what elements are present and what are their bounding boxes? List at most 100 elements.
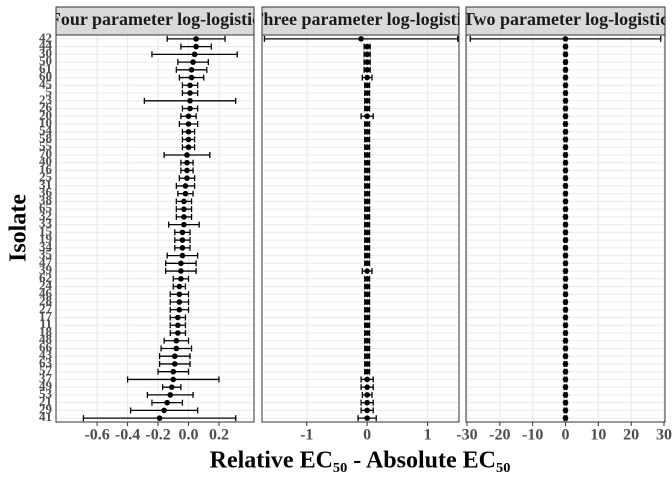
point xyxy=(185,113,192,120)
y-tick-label: 11 xyxy=(40,316,52,331)
y-tick-label: 57 xyxy=(39,363,53,378)
point xyxy=(164,399,170,406)
point xyxy=(562,260,569,267)
point xyxy=(562,229,569,236)
y-tick-label: 19 xyxy=(39,231,53,246)
point xyxy=(562,113,569,120)
point xyxy=(179,229,186,236)
point xyxy=(364,252,370,259)
point xyxy=(175,314,181,321)
point xyxy=(364,229,370,236)
y-tick-label: 53 xyxy=(39,386,53,401)
point xyxy=(364,136,370,143)
point xyxy=(364,384,370,390)
point xyxy=(562,206,569,212)
point xyxy=(364,415,370,421)
point xyxy=(184,175,190,181)
point xyxy=(562,183,569,189)
point xyxy=(182,183,189,189)
point xyxy=(175,330,181,336)
point xyxy=(562,237,569,243)
point xyxy=(178,268,184,274)
point xyxy=(364,399,370,406)
panel-background xyxy=(262,35,459,422)
point xyxy=(193,43,199,50)
point xyxy=(364,376,370,383)
point xyxy=(562,268,569,274)
y-tick-label: 21 xyxy=(39,394,52,409)
y-tick-label: 42 xyxy=(39,30,52,45)
y-tick-label: 32 xyxy=(39,208,52,223)
y-tick-label: 20 xyxy=(39,107,52,122)
y-tick-label: 17 xyxy=(39,308,53,323)
point xyxy=(176,283,183,290)
y-tick-label: 58 xyxy=(39,130,53,145)
y-tick-label: 47 xyxy=(39,254,53,269)
y-tick-label: 36 xyxy=(39,185,53,200)
point xyxy=(187,97,193,104)
point xyxy=(364,314,370,321)
y-tick-label: 43 xyxy=(39,347,53,362)
point xyxy=(562,190,569,197)
point xyxy=(185,128,192,135)
panel-title: Four parameter log-logistic xyxy=(50,9,260,29)
point xyxy=(364,237,370,243)
point xyxy=(364,67,370,73)
point xyxy=(364,392,370,398)
x-tick-label: 10 xyxy=(590,427,606,444)
point xyxy=(181,206,187,212)
point xyxy=(562,67,569,73)
panel-title: Two parameter log-logistic xyxy=(463,9,668,29)
point xyxy=(364,306,370,313)
point xyxy=(364,90,370,96)
y-tick-label: 25 xyxy=(39,169,53,184)
y-tick-label: 30 xyxy=(39,45,52,60)
point xyxy=(562,128,569,135)
point xyxy=(364,175,370,181)
panel-marks xyxy=(263,35,459,422)
y-tick-label: 29 xyxy=(39,401,53,416)
point xyxy=(364,283,370,290)
point xyxy=(364,361,370,367)
point xyxy=(562,105,569,112)
point xyxy=(364,214,370,220)
point xyxy=(185,144,192,151)
y-tick-label: 34 xyxy=(39,239,53,254)
point xyxy=(364,291,370,298)
point xyxy=(562,330,569,336)
point xyxy=(364,152,370,158)
point xyxy=(562,121,569,127)
y-tick-label: 10 xyxy=(39,115,52,130)
y-tick-label: 70 xyxy=(39,146,52,161)
point xyxy=(562,353,569,360)
point xyxy=(562,43,569,50)
point xyxy=(562,306,569,313)
x-tick-label: -10 xyxy=(522,427,543,444)
point xyxy=(181,198,187,205)
point xyxy=(184,152,190,158)
x-tick-label: 20 xyxy=(623,427,639,444)
point xyxy=(188,67,195,73)
point xyxy=(364,159,370,166)
point xyxy=(179,252,186,259)
y-tick-label: 5 xyxy=(46,84,53,99)
point xyxy=(562,376,569,383)
point xyxy=(364,97,370,104)
panel-title: Three parameter log-logistic xyxy=(251,9,469,29)
point xyxy=(562,97,569,104)
y-tick-label: 23 xyxy=(39,92,53,107)
x-tick-label: 0.0 xyxy=(179,427,199,444)
y-tick-label: 24 xyxy=(39,278,53,293)
y-tick-label: 62 xyxy=(39,270,52,285)
point xyxy=(185,136,192,143)
point xyxy=(170,376,177,383)
y-tick-label: 55 xyxy=(39,138,53,153)
point xyxy=(364,268,370,274)
point xyxy=(187,82,193,89)
strip xyxy=(261,6,460,36)
panel-marks xyxy=(82,35,238,422)
point xyxy=(562,198,569,205)
point xyxy=(161,407,167,414)
y-tick-label: 33 xyxy=(39,216,53,231)
point xyxy=(364,407,370,414)
